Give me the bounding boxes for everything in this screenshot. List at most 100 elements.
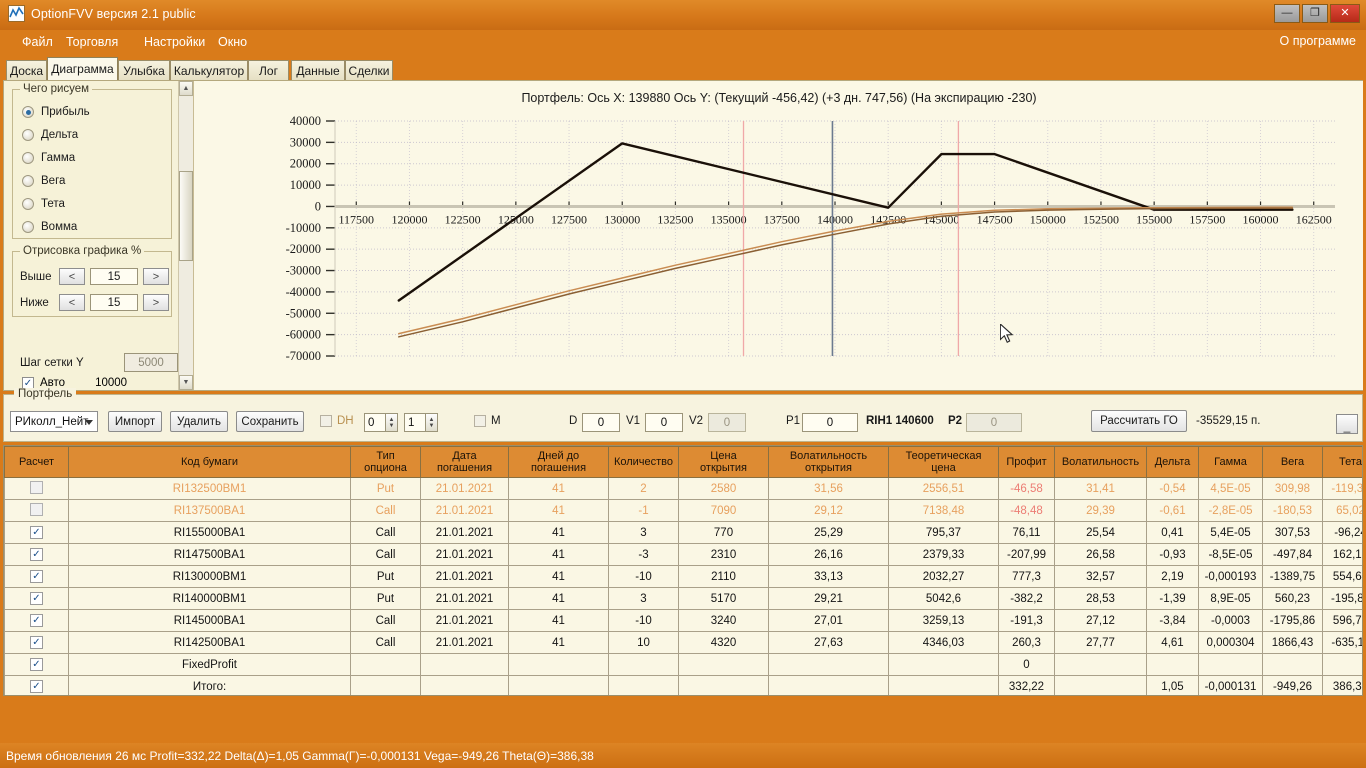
dh-checkbox[interactable] <box>320 415 332 427</box>
table-row[interactable]: RI137500BA1 Call 21.01.2021 41 -1 7090 29,12 71… <box>4 499 1362 522</box>
tab-diagramma[interactable]: Диаграмма <box>47 57 118 80</box>
table-row[interactable]: RI132500BM1 Put 21.01.2021 41 2 2580 31,56 2556… <box>4 477 1362 500</box>
field-p2-input[interactable]: 0 <box>966 413 1022 432</box>
column-header-volatilnost-otkrytiya[interactable]: Волатильность открытия <box>768 446 889 478</box>
column-header-gamma[interactable]: Гамма <box>1198 446 1263 478</box>
column-header-theta[interactable]: Тета <box>1322 446 1362 478</box>
tab-log[interactable]: Лог <box>248 60 289 80</box>
column-header-tip-optsiona[interactable]: Тип опциона <box>350 446 421 478</box>
column-header-raschet[interactable]: Расчет <box>4 446 69 478</box>
row-calc-checkbox[interactable]: ✓ <box>30 570 43 584</box>
grid-auto-row[interactable]: ✓ Авто 10000 <box>22 377 127 389</box>
menu-item-window[interactable]: Окно <box>218 35 248 49</box>
render-below-decrease-button[interactable]: < <box>59 294 85 311</box>
field-v1-input[interactable]: 0 <box>645 413 683 432</box>
table-row[interactable]: ✓ RI145000BA1 Call 21.01.2021 41 -10 3240 27,01… <box>4 609 1362 632</box>
scroll-down-arrow-icon[interactable]: ▼ <box>179 375 193 390</box>
row-calc-checkbox-cell[interactable]: ✓ <box>4 609 69 632</box>
tab-ulybka[interactable]: Улыбка <box>118 60 170 80</box>
column-header-kolichestvo[interactable]: Количество <box>608 446 679 478</box>
delete-button[interactable]: Удалить <box>170 411 228 432</box>
render-above-decrease-button[interactable]: < <box>59 268 85 285</box>
row-calc-checkbox[interactable]: ✓ <box>30 636 43 650</box>
row-calc-checkbox-cell[interactable]: ✓ <box>4 565 69 588</box>
radio-theta[interactable]: Тета <box>22 198 65 210</box>
grid-step-y-input[interactable]: 5000 <box>124 353 178 372</box>
scroll-up-arrow-icon[interactable]: ▲ <box>179 81 193 96</box>
row-calc-checkbox-cell[interactable]: ✓ <box>4 675 69 695</box>
row-calc-checkbox[interactable] <box>30 480 43 494</box>
render-above-value[interactable]: 15 <box>90 268 138 285</box>
row-calc-checkbox-cell[interactable]: ✓ <box>4 653 69 676</box>
tab-kalkulyator[interactable]: Калькулятор <box>170 60 248 80</box>
field-p1-input[interactable]: 0 <box>802 413 858 432</box>
row-calc-checkbox-cell[interactable]: ✓ <box>4 587 69 610</box>
table-row[interactable]: ✓ RI130000BM1 Put 21.01.2021 41 -10 2110 33,13 2… <box>4 565 1362 588</box>
table-row[interactable]: ✓ RI142500BA1 Call 21.01.2021 41 10 4320 27,63 4… <box>4 631 1362 654</box>
row-calc-checkbox-cell[interactable] <box>4 477 69 500</box>
table-row[interactable]: ✓ RI147500BA1 Call 21.01.2021 41 -3 2310 26,16 2… <box>4 543 1362 566</box>
dh-spin-2-stepper[interactable]: ▲ ▼ <box>426 413 438 432</box>
menu-item-file[interactable]: Файл <box>22 35 53 49</box>
save-button[interactable]: Сохранить <box>236 411 304 432</box>
column-header-profit[interactable]: Профит <box>998 446 1055 478</box>
menu-item-settings[interactable]: Настройки <box>144 35 206 49</box>
dh-spin-1-stepper[interactable]: ▲ ▼ <box>386 413 398 432</box>
tab-doska[interactable]: Доска <box>6 60 47 80</box>
radio-pribyl[interactable]: Прибыль <box>22 106 90 118</box>
portfolio-select[interactable]: РИколл_Нейт <box>10 411 98 432</box>
row-calc-checkbox[interactable]: ✓ <box>30 526 43 540</box>
row-calc-checkbox-cell[interactable]: ✓ <box>4 521 69 544</box>
table-row[interactable]: ✓ RI140000BM1 Put 21.01.2021 41 3 5170 29,21 504… <box>4 587 1362 610</box>
row-calc-checkbox[interactable]: ✓ <box>30 614 43 628</box>
scrollbar-thumb[interactable] <box>179 171 193 261</box>
column-header-kod-bumagi[interactable]: Код бумаги <box>68 446 351 478</box>
row-calc-checkbox[interactable]: ✓ <box>30 658 43 672</box>
column-header-delta[interactable]: Дельта <box>1146 446 1199 478</box>
row-calc-checkbox-cell[interactable]: ✓ <box>4 631 69 654</box>
cell-date: 21.01.2021 <box>420 609 509 632</box>
row-calc-checkbox[interactable]: ✓ <box>30 548 43 562</box>
column-header-dney-do-pogasheniya[interactable]: Дней до погашения <box>508 446 609 478</box>
column-header-data-pogasheniya[interactable]: Дата погашения <box>420 446 509 478</box>
row-calc-checkbox[interactable] <box>30 502 43 516</box>
left-panel-scrollbar[interactable]: ▲ ▼ <box>178 81 193 390</box>
column-header-volatilnost[interactable]: Волатильность <box>1054 446 1147 478</box>
collapse-panel-button[interactable]: _ <box>1336 414 1358 434</box>
table-row[interactable]: ✓ RI155000BA1 Call 21.01.2021 41 3 770 25,29 795… <box>4 521 1362 544</box>
calculate-go-button[interactable]: Рассчитать ГО <box>1091 410 1187 432</box>
profit-chart[interactable]: Портфель: Ось X: 139880 Ось Y: (Текущий … <box>195 81 1363 390</box>
menu-item-about[interactable]: О программе <box>1279 34 1356 48</box>
render-above-increase-button[interactable]: > <box>143 268 169 285</box>
radio-delta[interactable]: Дельта <box>22 129 78 141</box>
radio-vomma[interactable]: Вомма <box>22 221 77 233</box>
row-calc-checkbox[interactable]: ✓ <box>30 592 43 606</box>
table-row[interactable]: ✓FixedProfit0X <box>4 653 1362 676</box>
render-below-value[interactable]: 15 <box>90 294 138 311</box>
tab-dannye[interactable]: Данные <box>291 60 345 80</box>
column-header-teoreticheskaya-tsena[interactable]: Теоретическая цена <box>888 446 999 478</box>
cell-theta: 554,64 <box>1322 565 1362 588</box>
column-header-vega[interactable]: Вега <box>1262 446 1323 478</box>
chart-canvas[interactable]: 40000 30000 20000 10000 0 -10000 -20000 -30000 -… <box>195 111 1363 386</box>
render-below-increase-button[interactable]: > <box>143 294 169 311</box>
column-header-tsena-otkrytiya[interactable]: Цена открытия <box>678 446 769 478</box>
dh-spin-2-input[interactable]: 1 <box>404 413 426 432</box>
minimize-button[interactable]: — <box>1274 4 1300 23</box>
import-button[interactable]: Импорт <box>108 411 162 432</box>
field-v2-input[interactable]: 0 <box>708 413 746 432</box>
row-calc-checkbox-cell[interactable] <box>4 499 69 522</box>
dh-spin-1-input[interactable]: 0 <box>364 413 386 432</box>
close-button[interactable]: ✕ <box>1330 4 1360 23</box>
menu-item-trading[interactable]: Торговля <box>66 35 119 49</box>
radio-gamma[interactable]: Гамма <box>22 152 75 164</box>
field-d-input[interactable]: 0 <box>582 413 620 432</box>
cell-gamma: 8,9E-05 <box>1198 587 1263 610</box>
row-calc-checkbox[interactable]: ✓ <box>30 680 43 694</box>
tab-sdelki[interactable]: Сделки <box>345 60 393 80</box>
radio-vega[interactable]: Вега <box>22 175 65 187</box>
row-calc-checkbox-cell[interactable]: ✓ <box>4 543 69 566</box>
m-checkbox[interactable] <box>474 415 486 427</box>
maximize-button[interactable]: ❐ <box>1302 4 1328 23</box>
